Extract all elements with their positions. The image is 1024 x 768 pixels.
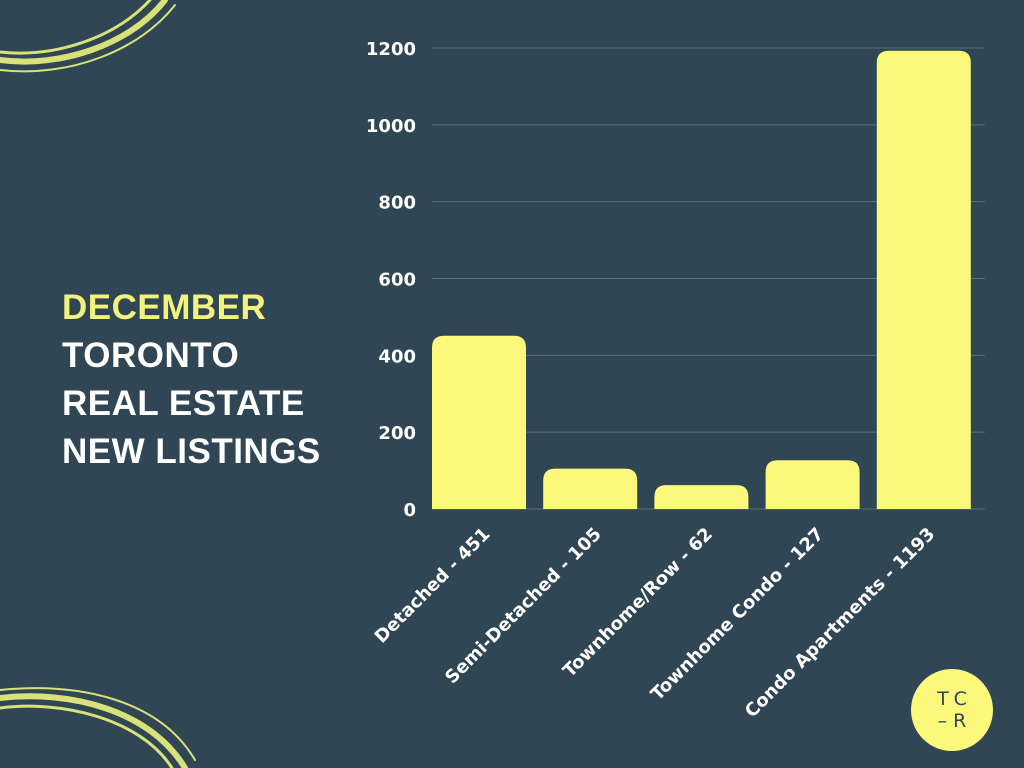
logo-line-2: –R — [937, 710, 973, 732]
bar — [654, 485, 749, 509]
tcr-logo: TC –R — [911, 669, 993, 751]
y-tick-label: 1000 — [366, 116, 416, 137]
category-label: Condo Apartments - 1193 — [741, 524, 939, 722]
y-tick-label: 200 — [378, 423, 416, 444]
bar — [543, 468, 638, 509]
bars — [432, 50, 971, 509]
title-metric: NEW LISTINGS — [62, 432, 321, 471]
brush-stroke-bottom — [0, 693, 188, 768]
y-axis-ticks: 0 200 400 600 800 1000 1200 — [366, 39, 416, 521]
bar — [876, 50, 971, 509]
y-tick-label: 0 — [403, 500, 416, 521]
y-tick-label: 800 — [378, 193, 416, 214]
category-label: Detached - 451 — [371, 524, 495, 648]
bar — [765, 460, 860, 509]
page-title: DECEMBER TORONTO REAL ESTATE NEW LISTING… — [62, 284, 321, 476]
brush-stroke-top — [0, 0, 168, 65]
title-subject: REAL ESTATE — [62, 384, 305, 423]
logo-line-1: TC — [937, 688, 973, 710]
bar — [432, 335, 526, 509]
y-tick-label: 400 — [378, 346, 416, 367]
title-city: TORONTO — [62, 336, 240, 375]
y-tick-label: 600 — [378, 270, 416, 291]
y-tick-label: 1200 — [366, 39, 416, 60]
title-month: DECEMBER — [62, 288, 267, 327]
